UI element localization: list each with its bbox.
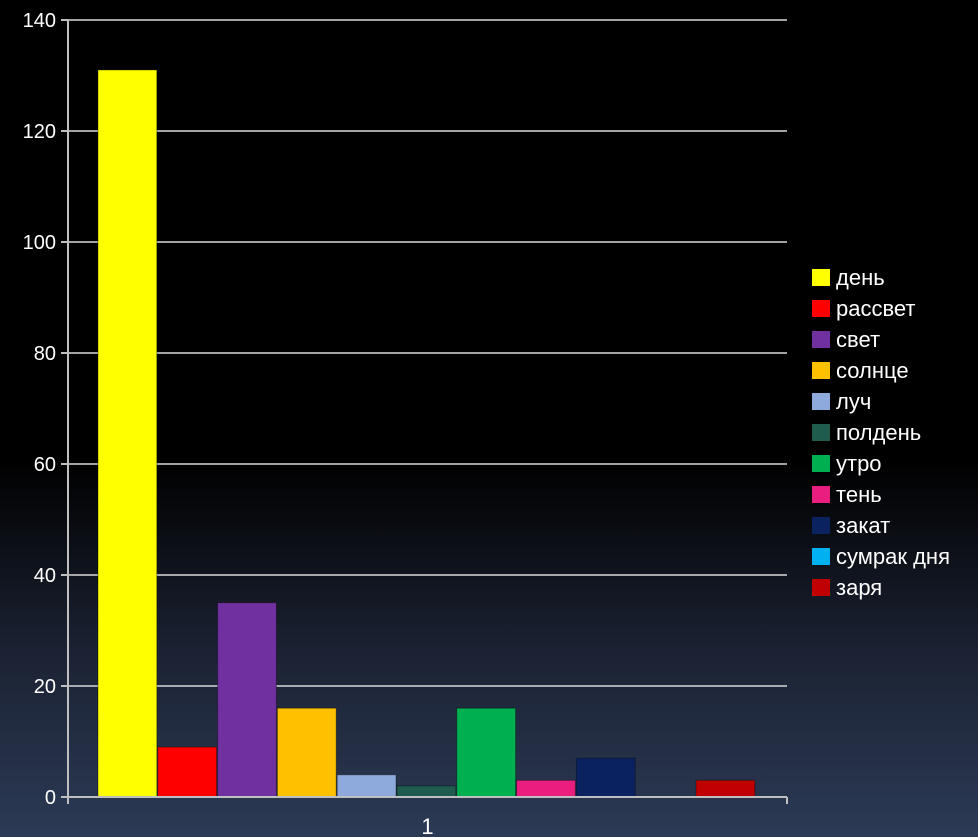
y-tick-label: 140: [23, 10, 56, 32]
legend-swatch: [812, 486, 830, 503]
y-tick-label: 80: [34, 343, 56, 365]
legend-swatch: [812, 579, 830, 596]
legend-swatch: [812, 424, 830, 441]
legend-swatch: [812, 269, 830, 286]
y-tick-label: 120: [23, 121, 56, 143]
legend-label: свет: [836, 327, 880, 352]
gridlines: [68, 19, 787, 687]
legend-swatch: [812, 517, 830, 534]
bar-11: [695, 779, 756, 798]
y-tick-label: 20: [34, 676, 56, 698]
legend-label: закат: [836, 513, 890, 538]
axes: [67, 20, 788, 804]
legend-label: день: [836, 265, 885, 290]
legend: день рассвет свет солнце луч полдень утро тень з…: [812, 265, 950, 600]
bar-7: [456, 707, 517, 798]
y-tick-labels: 0 20 40 60 80 100 120 140: [23, 10, 68, 809]
legend-label: утро: [836, 451, 882, 476]
bar-8: [516, 779, 576, 798]
y-tick-label: 0: [45, 787, 56, 809]
bar-4: [276, 707, 337, 798]
legend-label: солнце: [836, 358, 909, 383]
bar-1: [97, 69, 158, 798]
y-tick-label: 60: [34, 454, 56, 476]
bar-5: [336, 774, 397, 798]
legend-swatch: [812, 300, 830, 317]
legend-swatch: [812, 455, 830, 472]
bar-3: [217, 602, 277, 798]
legend-label: тень: [836, 482, 882, 507]
legend-swatch: [812, 393, 830, 410]
legend-swatch: [812, 548, 830, 565]
bar-2: [157, 746, 218, 798]
legend-label: полдень: [836, 420, 921, 445]
legend-label: луч: [836, 389, 871, 414]
x-category-labels: 1: [421, 814, 433, 837]
bar-9: [575, 757, 636, 798]
legend-label: заря: [836, 575, 882, 600]
legend-label: сумрак дня: [836, 544, 950, 569]
y-tick-label: 40: [34, 565, 56, 587]
x-category-label: 1: [421, 814, 433, 837]
y-tick-label: 100: [23, 232, 56, 254]
legend-swatch: [812, 362, 830, 379]
legend-label: рассвет: [836, 296, 916, 321]
legend-swatch: [812, 331, 830, 348]
bars: [97, 69, 756, 798]
bar-6: [396, 785, 457, 798]
